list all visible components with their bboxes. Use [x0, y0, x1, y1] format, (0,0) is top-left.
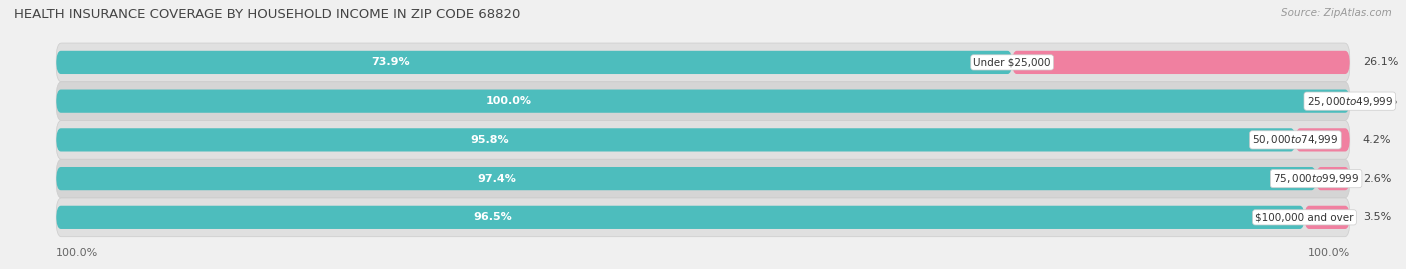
Text: 2.6%: 2.6%: [1362, 174, 1391, 184]
Text: 96.5%: 96.5%: [474, 212, 513, 222]
Text: 97.4%: 97.4%: [478, 174, 516, 184]
FancyBboxPatch shape: [56, 198, 1350, 237]
FancyBboxPatch shape: [56, 43, 1350, 82]
Text: 100.0%: 100.0%: [486, 96, 531, 106]
FancyBboxPatch shape: [1012, 51, 1350, 74]
Text: $75,000 to $99,999: $75,000 to $99,999: [1272, 172, 1360, 185]
Text: Source: ZipAtlas.com: Source: ZipAtlas.com: [1281, 8, 1392, 18]
Legend: With Coverage, Without Coverage: With Coverage, Without Coverage: [582, 266, 824, 269]
FancyBboxPatch shape: [1316, 167, 1350, 190]
Text: Under $25,000: Under $25,000: [973, 57, 1050, 68]
Text: 95.8%: 95.8%: [471, 135, 509, 145]
FancyBboxPatch shape: [56, 51, 1012, 74]
Text: 26.1%: 26.1%: [1362, 57, 1398, 68]
FancyBboxPatch shape: [56, 159, 1350, 198]
Text: 100.0%: 100.0%: [1308, 248, 1350, 258]
FancyBboxPatch shape: [1305, 206, 1350, 229]
Text: $100,000 and over: $100,000 and over: [1256, 212, 1354, 222]
Text: 4.2%: 4.2%: [1362, 135, 1391, 145]
Text: 100.0%: 100.0%: [56, 248, 98, 258]
FancyBboxPatch shape: [56, 121, 1350, 159]
FancyBboxPatch shape: [56, 206, 1305, 229]
Text: 3.5%: 3.5%: [1362, 212, 1391, 222]
Text: HEALTH INSURANCE COVERAGE BY HOUSEHOLD INCOME IN ZIP CODE 68820: HEALTH INSURANCE COVERAGE BY HOUSEHOLD I…: [14, 8, 520, 21]
FancyBboxPatch shape: [56, 128, 1295, 151]
Text: 73.9%: 73.9%: [371, 57, 411, 68]
FancyBboxPatch shape: [56, 90, 1350, 113]
Text: $25,000 to $49,999: $25,000 to $49,999: [1306, 95, 1393, 108]
Text: 0.0%: 0.0%: [1369, 96, 1398, 106]
FancyBboxPatch shape: [56, 82, 1350, 121]
FancyBboxPatch shape: [1295, 128, 1350, 151]
FancyBboxPatch shape: [56, 167, 1316, 190]
Text: $50,000 to $74,999: $50,000 to $74,999: [1253, 133, 1339, 146]
